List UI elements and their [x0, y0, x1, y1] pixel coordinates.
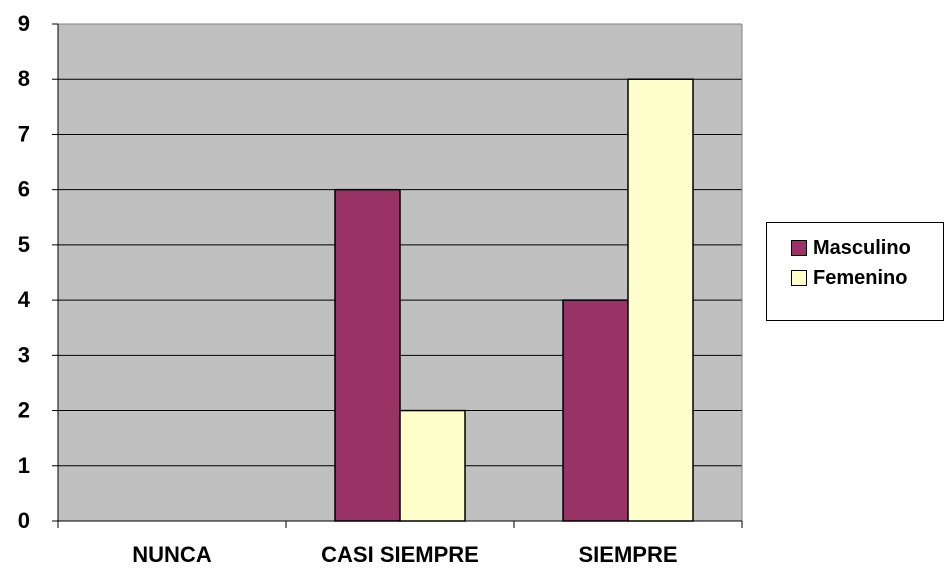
y-tick-label: 9 [18, 11, 30, 36]
y-tick-label: 7 [18, 121, 30, 146]
bar-femenino-siempre [627, 78, 694, 522]
legend-item-femenino: Femenino [791, 263, 943, 293]
legend-swatch-masculino [791, 240, 807, 256]
y-tick-label: 3 [18, 342, 30, 367]
bar-femenino-casi-siempre [399, 409, 466, 522]
legend-label-masculino: Masculino [813, 236, 911, 259]
bar-masculino-siempre [562, 299, 629, 522]
legend-swatch-femenino [791, 270, 807, 286]
y-tick-label: 6 [18, 177, 30, 202]
bars [334, 78, 694, 522]
legend-item-masculino: Masculino [791, 233, 943, 263]
y-tick-label: 0 [18, 508, 30, 533]
y-tick-label: 5 [18, 232, 30, 257]
y-tick-label: 2 [18, 398, 30, 423]
x-tick-labels: NUNCA CASI SIEMPRE SIEMPRE [132, 542, 677, 567]
x-tick-label: CASI SIEMPRE [321, 542, 479, 567]
y-tick-label: 1 [18, 453, 30, 478]
legend-label-femenino: Femenino [813, 266, 908, 289]
axes [52, 23, 743, 528]
y-tick-labels: 0 1 2 3 4 5 6 7 8 9 [18, 11, 31, 533]
y-tick-label: 8 [18, 66, 30, 91]
y-tick-label: 4 [18, 287, 31, 312]
bar-masculino-casi-siempre [334, 188, 401, 522]
legend: Masculino Femenino [766, 222, 944, 321]
x-tick-label: NUNCA [132, 542, 212, 567]
x-tick-label: SIEMPRE [578, 542, 677, 567]
